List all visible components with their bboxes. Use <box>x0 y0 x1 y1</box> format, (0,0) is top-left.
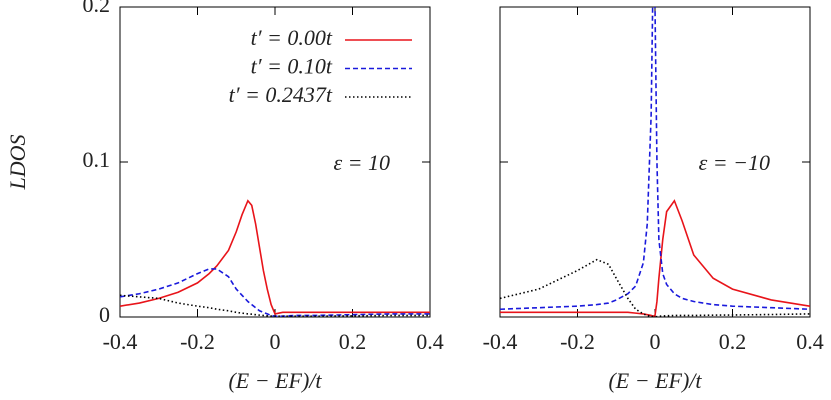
legend-label: t′ = 0.00t <box>251 25 333 50</box>
series-line <box>500 258 810 317</box>
annotation: ε = −10 <box>699 150 770 175</box>
y-axis-label: LDOS <box>5 134 30 190</box>
x-axis-label: (E − EF)/t <box>228 368 322 393</box>
plot-area <box>500 7 810 317</box>
series-line <box>120 268 430 317</box>
x-tick-label: -0.4 <box>483 329 518 354</box>
x-tick-label: 0 <box>270 329 281 354</box>
x-tick-label: 0.2 <box>719 329 747 354</box>
y-tick-label: 0 <box>99 302 110 327</box>
x-tick-label: 0.4 <box>416 329 444 354</box>
x-tick-label: -0.2 <box>180 329 215 354</box>
x-tick-label: -0.2 <box>560 329 595 354</box>
series-line <box>120 199 430 315</box>
series-line <box>500 199 810 317</box>
annotation: ε = 10 <box>333 150 390 175</box>
legend-label: t′ = 0.2437t <box>229 82 333 107</box>
x-tick-label: 0.4 <box>796 329 824 354</box>
x-tick-label: 0 <box>650 329 661 354</box>
y-tick-label: 0.2 <box>83 0 111 17</box>
series-line <box>500 7 810 311</box>
x-tick-label: -0.4 <box>103 329 138 354</box>
x-axis-label: (E − EF)/t <box>608 368 702 393</box>
plot-area <box>120 199 430 317</box>
y-tick-label: 0.1 <box>83 147 111 172</box>
legend-label: t′ = 0.10t <box>251 54 333 79</box>
x-tick-label: 0.2 <box>339 329 367 354</box>
